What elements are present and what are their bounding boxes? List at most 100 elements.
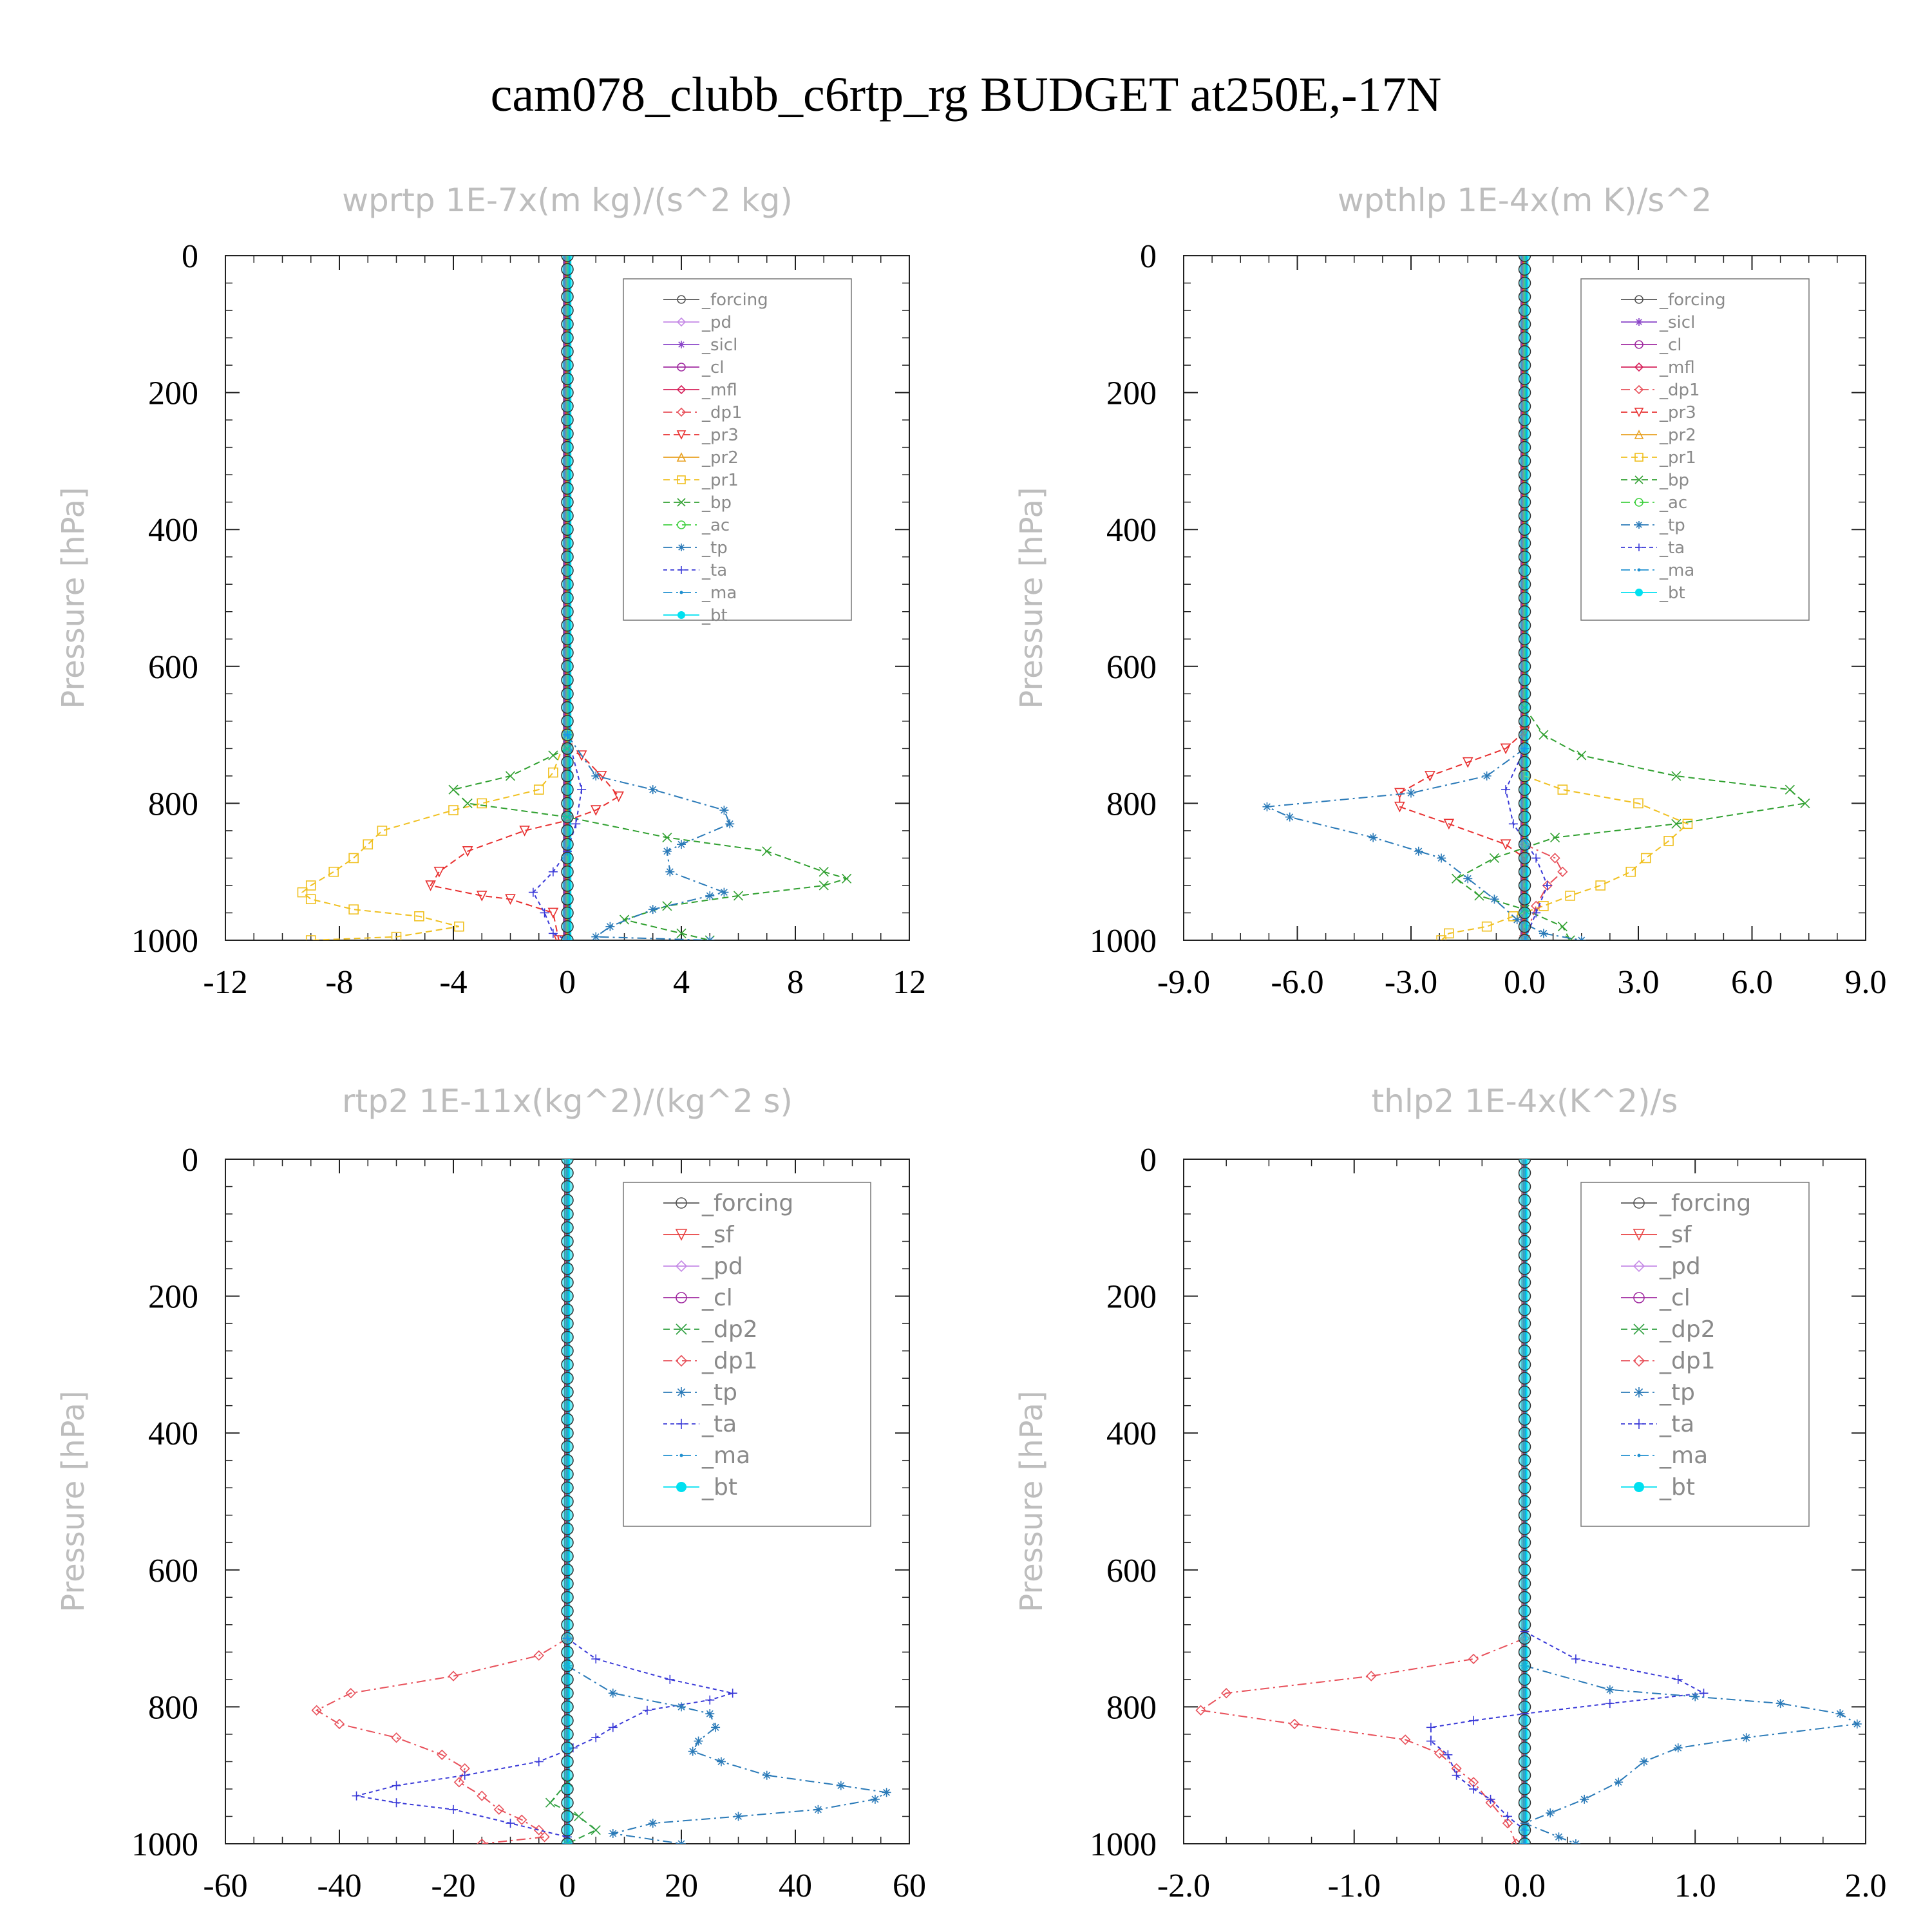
legend-entry: _bp [1659, 471, 1689, 490]
series-bt [1518, 1159, 1531, 1844]
data-point [561, 824, 574, 837]
data-point [1518, 550, 1531, 564]
data-point [591, 771, 601, 781]
data-point [561, 701, 574, 714]
data-point [392, 1798, 401, 1808]
data-point [561, 482, 574, 495]
legend-marker [676, 1292, 687, 1303]
data-point [1518, 523, 1531, 536]
chart-panel-4: thlp2 1E-4x(K^2)/s Pressure [hPa] -2.0 -1.0… [1014, 1083, 1887, 1904]
y-tick-label: 400 [148, 1416, 198, 1452]
legend: _forcing _sicl _cl _mfl _dp1 _pr3 _pr2 _pr1 _bp _… [1580, 278, 1810, 621]
data-point [1518, 495, 1531, 509]
data-point [677, 1839, 686, 1844]
data-point [561, 1303, 574, 1316]
series-bt [561, 1159, 574, 1844]
data-point [561, 509, 574, 522]
data-point [561, 1659, 574, 1672]
legend-entry: _sf [1659, 1222, 1692, 1248]
legend-entry: _ma [1659, 561, 1694, 580]
legend-marker [676, 1197, 687, 1209]
data-point [548, 750, 558, 761]
data-point [1518, 482, 1531, 495]
data-point [1518, 468, 1531, 481]
data-point [561, 372, 574, 386]
data-point [1571, 1654, 1580, 1663]
x-tick-label: 20 [665, 1868, 698, 1904]
data-point [561, 1454, 574, 1467]
data-point [561, 1645, 574, 1659]
y-tick-label: 1000 [1090, 923, 1157, 960]
data-point [1580, 1794, 1589, 1804]
x-tick-label: 0.0 [1504, 964, 1546, 1001]
data-point [648, 785, 658, 795]
data-point [1518, 1564, 1531, 1577]
data-point [1671, 819, 1681, 829]
data-point [1518, 317, 1531, 331]
data-point [619, 914, 630, 925]
data-point [1518, 1208, 1531, 1220]
data-point [1518, 1235, 1531, 1248]
data-point [1518, 674, 1531, 687]
figure-title: cam078_clubb_c6rtp_rg BUDGET at250E,-17N [491, 68, 1442, 122]
data-point [1605, 1699, 1615, 1709]
y-tick-label: 600 [1106, 1553, 1157, 1589]
legend-entry: _ac [701, 516, 730, 535]
data-point [1518, 427, 1531, 440]
data-point [1518, 660, 1531, 673]
data-point [1518, 1289, 1531, 1303]
data-point [1557, 922, 1567, 932]
panel-title: thlp2 1E-4x(K^2)/s [1372, 1083, 1678, 1120]
data-point [1539, 730, 1549, 740]
legend-entry: _bt [1659, 583, 1685, 603]
data-point [561, 1700, 574, 1714]
data-point [1554, 1832, 1564, 1842]
legend-entry: _bt [701, 606, 728, 625]
data-point [1518, 578, 1531, 591]
x-tick-label: -4 [439, 964, 467, 1001]
data-point [561, 934, 574, 940]
data-point [870, 1794, 880, 1804]
data-point [561, 1728, 574, 1741]
data-point [1518, 1426, 1531, 1439]
data-point [705, 1709, 715, 1719]
data-point [1518, 879, 1531, 892]
legend-marker [677, 341, 685, 348]
legend-entry: _sf [701, 1222, 735, 1248]
data-point [1518, 1823, 1531, 1837]
data-point [561, 1317, 574, 1330]
series-ta [352, 1634, 737, 1844]
data-point [1518, 1372, 1531, 1385]
legend-entry: _dp1 [1659, 1348, 1716, 1374]
data-point [1690, 1692, 1700, 1701]
data-point [561, 1768, 574, 1782]
data-point [561, 1159, 574, 1166]
legend-entry: _cl [701, 358, 724, 377]
data-point [561, 1741, 574, 1754]
data-point [561, 276, 574, 290]
data-point [1518, 824, 1531, 837]
y-tick-label: 0 [1140, 238, 1157, 275]
legend-marker [1633, 1260, 1645, 1273]
data-point [348, 853, 359, 864]
y-tick-label: 1000 [131, 1826, 198, 1863]
x-tick-label: 1.0 [1674, 1868, 1716, 1904]
series-line [1430, 1631, 1706, 1844]
data-point [561, 1262, 574, 1275]
data-point [561, 1372, 574, 1385]
data-point [561, 317, 574, 331]
legend-marker [677, 295, 686, 304]
data-point [477, 798, 488, 809]
data-point [1518, 619, 1531, 632]
data-point [1518, 797, 1531, 810]
x-tick-label: -40 [317, 1868, 361, 1904]
data-point [665, 867, 675, 876]
legend-entry: _forcing [701, 1190, 793, 1217]
data-point [533, 784, 544, 795]
data-point [1565, 891, 1575, 901]
data-point [591, 1733, 601, 1743]
data-point [648, 1819, 658, 1828]
data-point [561, 550, 574, 564]
data-point [1508, 911, 1519, 922]
y-tick-label: 200 [148, 1279, 198, 1316]
